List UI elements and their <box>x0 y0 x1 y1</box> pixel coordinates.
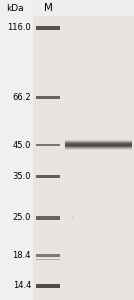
Bar <box>65 149 132 150</box>
Bar <box>65 146 132 147</box>
Text: 14.4: 14.4 <box>13 281 31 290</box>
Bar <box>65 144 132 145</box>
Text: 116.0: 116.0 <box>7 23 31 32</box>
Bar <box>36 144 60 146</box>
Bar <box>65 141 132 142</box>
Bar <box>36 254 60 257</box>
Bar <box>36 284 60 288</box>
Text: 25.0: 25.0 <box>13 213 31 222</box>
Bar <box>65 148 132 149</box>
Bar <box>65 141 132 142</box>
Bar <box>65 143 132 144</box>
Text: M: M <box>44 3 52 13</box>
Bar <box>65 148 132 149</box>
Text: kDa: kDa <box>6 4 24 13</box>
Bar <box>65 147 132 148</box>
Bar <box>65 142 132 143</box>
Bar <box>65 148 132 149</box>
Bar <box>65 141 132 142</box>
Bar <box>65 140 132 141</box>
Bar <box>36 259 60 260</box>
Text: 66.2: 66.2 <box>12 93 31 102</box>
Bar <box>0 0 33 300</box>
Bar <box>65 147 132 148</box>
Bar <box>65 146 132 147</box>
Bar <box>65 149 132 150</box>
Bar <box>65 144 132 145</box>
Bar <box>65 140 132 141</box>
Bar <box>65 143 132 144</box>
Bar <box>65 144 132 145</box>
Bar <box>65 145 132 146</box>
Text: 18.4: 18.4 <box>12 251 31 260</box>
Bar <box>65 146 132 147</box>
Bar <box>65 145 132 146</box>
Bar <box>33 16 134 300</box>
Text: 45.0: 45.0 <box>13 141 31 150</box>
Circle shape <box>72 217 74 219</box>
Bar <box>36 216 60 220</box>
Text: 35.0: 35.0 <box>12 172 31 181</box>
Bar <box>36 26 60 30</box>
Bar <box>36 96 60 99</box>
Bar <box>65 142 132 143</box>
Bar <box>65 143 132 144</box>
Bar <box>36 175 60 178</box>
Bar <box>65 150 132 151</box>
